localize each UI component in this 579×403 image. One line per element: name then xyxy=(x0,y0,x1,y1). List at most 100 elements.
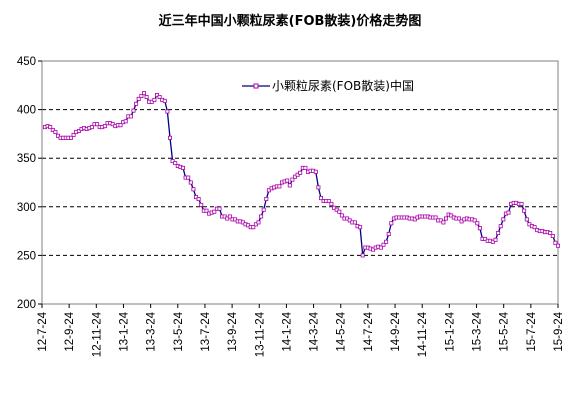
data-point xyxy=(303,165,308,170)
data-point xyxy=(287,183,292,188)
data-point xyxy=(136,96,141,101)
x-tick-label: 14-3-24 xyxy=(309,311,321,351)
data-point xyxy=(123,119,128,124)
data-point xyxy=(199,202,204,207)
data-point xyxy=(118,123,123,128)
x-tick-label: 14-9-24 xyxy=(390,311,402,351)
legend-marker xyxy=(253,83,259,89)
data-point xyxy=(259,214,264,219)
x-tick-label: 13-3-24 xyxy=(146,311,158,351)
x-tick-label: 14-11-24 xyxy=(417,311,429,357)
data-point xyxy=(456,216,461,221)
y-tick-label: 200 xyxy=(17,299,36,311)
chart-title: 近三年中国小颗粒尿素(FOB散装)价格走势图 xyxy=(159,13,422,29)
data-point xyxy=(352,220,357,225)
data-point xyxy=(472,218,477,223)
data-point xyxy=(217,206,222,211)
x-tick-label: 14-1-24 xyxy=(281,311,293,351)
data-point xyxy=(371,247,376,252)
data-point xyxy=(532,225,537,230)
data-point xyxy=(173,161,178,166)
data-point xyxy=(519,201,524,206)
y-tick-label: 250 xyxy=(17,250,36,262)
data-point xyxy=(433,215,438,220)
data-point xyxy=(318,196,323,201)
data-point xyxy=(548,230,553,235)
data-point xyxy=(191,187,196,192)
data-point xyxy=(386,231,391,236)
x-tick-label: 14-5-24 xyxy=(336,311,348,351)
data-point xyxy=(139,94,144,99)
data-point xyxy=(225,216,230,221)
y-tick-label: 300 xyxy=(17,202,36,214)
y-tick-label: 350 xyxy=(17,153,36,165)
plot-area xyxy=(41,60,559,305)
data-point xyxy=(524,217,529,222)
data-point xyxy=(204,208,209,213)
data-point xyxy=(292,174,297,179)
x-tick-label: 15-3-24 xyxy=(472,311,484,351)
data-point xyxy=(165,109,170,114)
data-point xyxy=(48,125,53,130)
data-point xyxy=(329,201,334,206)
data-point xyxy=(550,233,555,238)
data-point xyxy=(389,221,394,226)
data-point xyxy=(506,210,511,215)
x-tick-label: 13-1-24 xyxy=(118,311,130,351)
data-point xyxy=(256,220,261,225)
data-point xyxy=(522,208,527,213)
data-point xyxy=(285,178,290,183)
data-point xyxy=(378,245,383,250)
legend: 小颗粒尿素(FOB散装)中国 xyxy=(242,78,414,93)
data-point xyxy=(384,239,389,244)
x-tick-label: 12-11-24 xyxy=(91,311,103,357)
y-tick-label: 400 xyxy=(17,105,36,117)
x-tick-label: 13-9-24 xyxy=(227,311,239,351)
x-tick-label: 12-9-24 xyxy=(64,311,76,351)
data-point xyxy=(277,184,282,189)
data-point xyxy=(141,91,146,96)
x-tick-label: 13-11-24 xyxy=(254,311,266,357)
x-tick-label: 15-1-24 xyxy=(444,311,456,351)
data-point xyxy=(381,242,386,247)
data-point xyxy=(264,196,269,201)
data-point xyxy=(95,122,100,127)
data-point xyxy=(498,224,503,229)
data-point xyxy=(251,225,256,230)
x-tick-label: 15-5-24 xyxy=(499,311,511,351)
data-point xyxy=(188,180,193,185)
data-point xyxy=(459,219,464,224)
data-point xyxy=(556,243,561,248)
data-point xyxy=(337,209,342,214)
data-point xyxy=(53,129,58,134)
data-point xyxy=(212,209,217,214)
data-point xyxy=(261,207,266,212)
data-point xyxy=(490,239,495,244)
data-point xyxy=(358,225,363,230)
data-point xyxy=(290,177,295,182)
data-point xyxy=(360,253,365,258)
data-point xyxy=(316,185,321,190)
legend-label: 小颗粒尿素(FOB散装)中国 xyxy=(272,78,414,93)
data-point xyxy=(496,230,501,235)
data-point xyxy=(89,125,94,130)
x-tick-label: 13-5-24 xyxy=(173,311,185,351)
data-point xyxy=(186,175,191,180)
data-point xyxy=(144,95,149,100)
data-point xyxy=(339,213,344,218)
data-point xyxy=(102,124,107,129)
x-axis: 12-7-24 12-9-24 12-11-24 13-1-24 13-3-24 13-5… xyxy=(37,304,565,357)
x-tick-label: 15-7-24 xyxy=(526,311,538,351)
data-point xyxy=(477,226,482,231)
data-point xyxy=(128,114,133,119)
y-axis: 200 250 300 350 400 450 xyxy=(17,56,42,311)
data-point xyxy=(443,216,448,221)
data-point xyxy=(157,95,162,100)
data-point xyxy=(227,214,232,219)
data-point xyxy=(326,198,331,203)
data-point xyxy=(196,196,201,201)
x-tick-label: 15-9-24 xyxy=(553,311,565,351)
data-point xyxy=(313,169,318,174)
data-point xyxy=(298,170,303,175)
